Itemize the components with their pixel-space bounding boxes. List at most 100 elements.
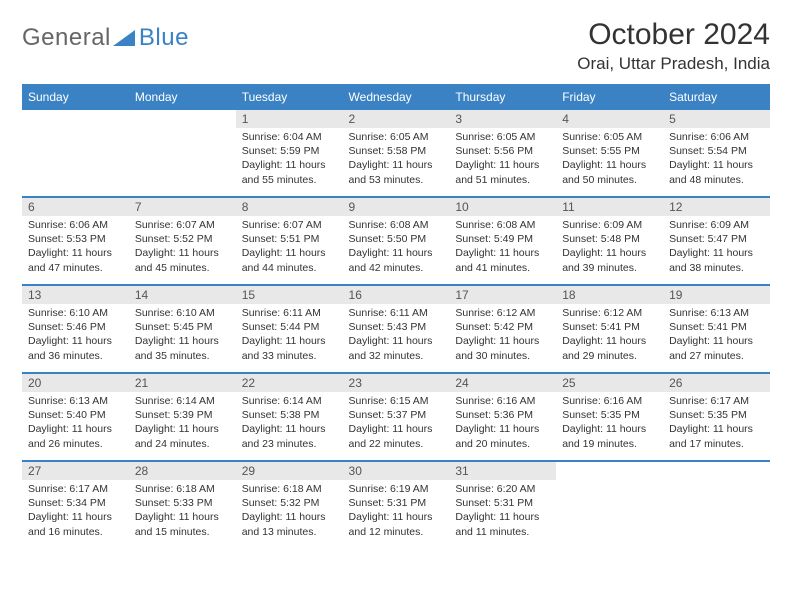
day-number: 25 xyxy=(556,374,663,392)
calendar-cell: 9Sunrise: 6:08 AMSunset: 5:50 PMDaylight… xyxy=(343,197,450,285)
day-details: Sunrise: 6:12 AMSunset: 5:41 PMDaylight:… xyxy=(556,304,663,367)
day-details: Sunrise: 6:14 AMSunset: 5:38 PMDaylight:… xyxy=(236,392,343,455)
calendar-cell: 13Sunrise: 6:10 AMSunset: 5:46 PMDayligh… xyxy=(22,285,129,373)
day-details: Sunrise: 6:14 AMSunset: 5:39 PMDaylight:… xyxy=(129,392,236,455)
day-number: 7 xyxy=(129,198,236,216)
day-details: Sunrise: 6:08 AMSunset: 5:50 PMDaylight:… xyxy=(343,216,450,279)
weekday-header: Thursday xyxy=(449,85,556,109)
calendar-cell: 29Sunrise: 6:18 AMSunset: 5:32 PMDayligh… xyxy=(236,461,343,549)
day-number: 19 xyxy=(663,286,770,304)
calendar-row: 27Sunrise: 6:17 AMSunset: 5:34 PMDayligh… xyxy=(22,461,770,549)
day-details: Sunrise: 6:20 AMSunset: 5:31 PMDaylight:… xyxy=(449,480,556,543)
day-number: 18 xyxy=(556,286,663,304)
calendar-cell: 4Sunrise: 6:05 AMSunset: 5:55 PMDaylight… xyxy=(556,109,663,197)
day-details: Sunrise: 6:09 AMSunset: 5:48 PMDaylight:… xyxy=(556,216,663,279)
day-number: 21 xyxy=(129,374,236,392)
calendar-cell: 24Sunrise: 6:16 AMSunset: 5:36 PMDayligh… xyxy=(449,373,556,461)
day-number: 26 xyxy=(663,374,770,392)
calendar-cell: 5Sunrise: 6:06 AMSunset: 5:54 PMDaylight… xyxy=(663,109,770,197)
day-number: 9 xyxy=(343,198,450,216)
day-number: 28 xyxy=(129,462,236,480)
calendar-cell-empty xyxy=(663,461,770,549)
weekday-header: Tuesday xyxy=(236,85,343,109)
day-number: 31 xyxy=(449,462,556,480)
day-number: 22 xyxy=(236,374,343,392)
weekday-header-row: Sunday Monday Tuesday Wednesday Thursday… xyxy=(22,85,770,109)
day-details: Sunrise: 6:11 AMSunset: 5:43 PMDaylight:… xyxy=(343,304,450,367)
day-number: 20 xyxy=(22,374,129,392)
day-details: Sunrise: 6:05 AMSunset: 5:56 PMDaylight:… xyxy=(449,128,556,191)
calendar-cell-empty xyxy=(22,109,129,197)
calendar-cell: 11Sunrise: 6:09 AMSunset: 5:48 PMDayligh… xyxy=(556,197,663,285)
location-text: Orai, Uttar Pradesh, India xyxy=(577,54,770,74)
day-details: Sunrise: 6:13 AMSunset: 5:41 PMDaylight:… xyxy=(663,304,770,367)
day-details: Sunrise: 6:17 AMSunset: 5:35 PMDaylight:… xyxy=(663,392,770,455)
page-header: General Blue October 2024 Orai, Uttar Pr… xyxy=(22,18,770,74)
day-details: Sunrise: 6:18 AMSunset: 5:33 PMDaylight:… xyxy=(129,480,236,543)
day-details: Sunrise: 6:08 AMSunset: 5:49 PMDaylight:… xyxy=(449,216,556,279)
logo: General Blue xyxy=(22,18,189,52)
calendar-row: 20Sunrise: 6:13 AMSunset: 5:40 PMDayligh… xyxy=(22,373,770,461)
day-number: 2 xyxy=(343,110,450,128)
day-number: 16 xyxy=(343,286,450,304)
day-number: 27 xyxy=(22,462,129,480)
calendar-cell: 12Sunrise: 6:09 AMSunset: 5:47 PMDayligh… xyxy=(663,197,770,285)
title-block: October 2024 Orai, Uttar Pradesh, India xyxy=(577,18,770,74)
day-details: Sunrise: 6:09 AMSunset: 5:47 PMDaylight:… xyxy=(663,216,770,279)
day-number: 8 xyxy=(236,198,343,216)
day-number: 24 xyxy=(449,374,556,392)
calendar-row: 1Sunrise: 6:04 AMSunset: 5:59 PMDaylight… xyxy=(22,109,770,197)
day-details: Sunrise: 6:05 AMSunset: 5:55 PMDaylight:… xyxy=(556,128,663,191)
day-number: 10 xyxy=(449,198,556,216)
calendar-cell: 28Sunrise: 6:18 AMSunset: 5:33 PMDayligh… xyxy=(129,461,236,549)
calendar-cell: 21Sunrise: 6:14 AMSunset: 5:39 PMDayligh… xyxy=(129,373,236,461)
logo-text-general: General xyxy=(22,24,111,52)
calendar-cell: 31Sunrise: 6:20 AMSunset: 5:31 PMDayligh… xyxy=(449,461,556,549)
day-details: Sunrise: 6:16 AMSunset: 5:35 PMDaylight:… xyxy=(556,392,663,455)
day-number: 12 xyxy=(663,198,770,216)
day-number: 23 xyxy=(343,374,450,392)
day-details: Sunrise: 6:07 AMSunset: 5:51 PMDaylight:… xyxy=(236,216,343,279)
month-title: October 2024 xyxy=(577,18,770,52)
logo-triangle-icon xyxy=(113,28,137,48)
day-details: Sunrise: 6:10 AMSunset: 5:45 PMDaylight:… xyxy=(129,304,236,367)
day-details: Sunrise: 6:04 AMSunset: 5:59 PMDaylight:… xyxy=(236,128,343,191)
calendar-body: 1Sunrise: 6:04 AMSunset: 5:59 PMDaylight… xyxy=(22,109,770,549)
calendar-cell: 19Sunrise: 6:13 AMSunset: 5:41 PMDayligh… xyxy=(663,285,770,373)
day-number: 1 xyxy=(236,110,343,128)
day-number: 4 xyxy=(556,110,663,128)
day-details: Sunrise: 6:15 AMSunset: 5:37 PMDaylight:… xyxy=(343,392,450,455)
day-details: Sunrise: 6:05 AMSunset: 5:58 PMDaylight:… xyxy=(343,128,450,191)
day-number: 11 xyxy=(556,198,663,216)
day-details: Sunrise: 6:13 AMSunset: 5:40 PMDaylight:… xyxy=(22,392,129,455)
calendar-cell: 30Sunrise: 6:19 AMSunset: 5:31 PMDayligh… xyxy=(343,461,450,549)
calendar-cell-empty xyxy=(556,461,663,549)
calendar-cell: 3Sunrise: 6:05 AMSunset: 5:56 PMDaylight… xyxy=(449,109,556,197)
calendar-cell: 8Sunrise: 6:07 AMSunset: 5:51 PMDaylight… xyxy=(236,197,343,285)
weekday-header: Saturday xyxy=(663,85,770,109)
calendar-row: 6Sunrise: 6:06 AMSunset: 5:53 PMDaylight… xyxy=(22,197,770,285)
weekday-header: Wednesday xyxy=(343,85,450,109)
calendar-cell: 27Sunrise: 6:17 AMSunset: 5:34 PMDayligh… xyxy=(22,461,129,549)
calendar-table: Sunday Monday Tuesday Wednesday Thursday… xyxy=(22,84,770,549)
day-number: 13 xyxy=(22,286,129,304)
day-number: 3 xyxy=(449,110,556,128)
calendar-row: 13Sunrise: 6:10 AMSunset: 5:46 PMDayligh… xyxy=(22,285,770,373)
logo-text-blue: Blue xyxy=(139,27,189,49)
day-details: Sunrise: 6:06 AMSunset: 5:54 PMDaylight:… xyxy=(663,128,770,191)
calendar-cell: 15Sunrise: 6:11 AMSunset: 5:44 PMDayligh… xyxy=(236,285,343,373)
calendar-cell: 17Sunrise: 6:12 AMSunset: 5:42 PMDayligh… xyxy=(449,285,556,373)
calendar-cell: 10Sunrise: 6:08 AMSunset: 5:49 PMDayligh… xyxy=(449,197,556,285)
calendar-cell: 1Sunrise: 6:04 AMSunset: 5:59 PMDaylight… xyxy=(236,109,343,197)
day-details: Sunrise: 6:06 AMSunset: 5:53 PMDaylight:… xyxy=(22,216,129,279)
day-details: Sunrise: 6:16 AMSunset: 5:36 PMDaylight:… xyxy=(449,392,556,455)
calendar-cell: 26Sunrise: 6:17 AMSunset: 5:35 PMDayligh… xyxy=(663,373,770,461)
day-details: Sunrise: 6:17 AMSunset: 5:34 PMDaylight:… xyxy=(22,480,129,543)
calendar-cell: 6Sunrise: 6:06 AMSunset: 5:53 PMDaylight… xyxy=(22,197,129,285)
calendar-cell: 2Sunrise: 6:05 AMSunset: 5:58 PMDaylight… xyxy=(343,109,450,197)
calendar-cell: 22Sunrise: 6:14 AMSunset: 5:38 PMDayligh… xyxy=(236,373,343,461)
day-details: Sunrise: 6:07 AMSunset: 5:52 PMDaylight:… xyxy=(129,216,236,279)
day-details: Sunrise: 6:19 AMSunset: 5:31 PMDaylight:… xyxy=(343,480,450,543)
calendar-cell: 7Sunrise: 6:07 AMSunset: 5:52 PMDaylight… xyxy=(129,197,236,285)
calendar-cell: 18Sunrise: 6:12 AMSunset: 5:41 PMDayligh… xyxy=(556,285,663,373)
